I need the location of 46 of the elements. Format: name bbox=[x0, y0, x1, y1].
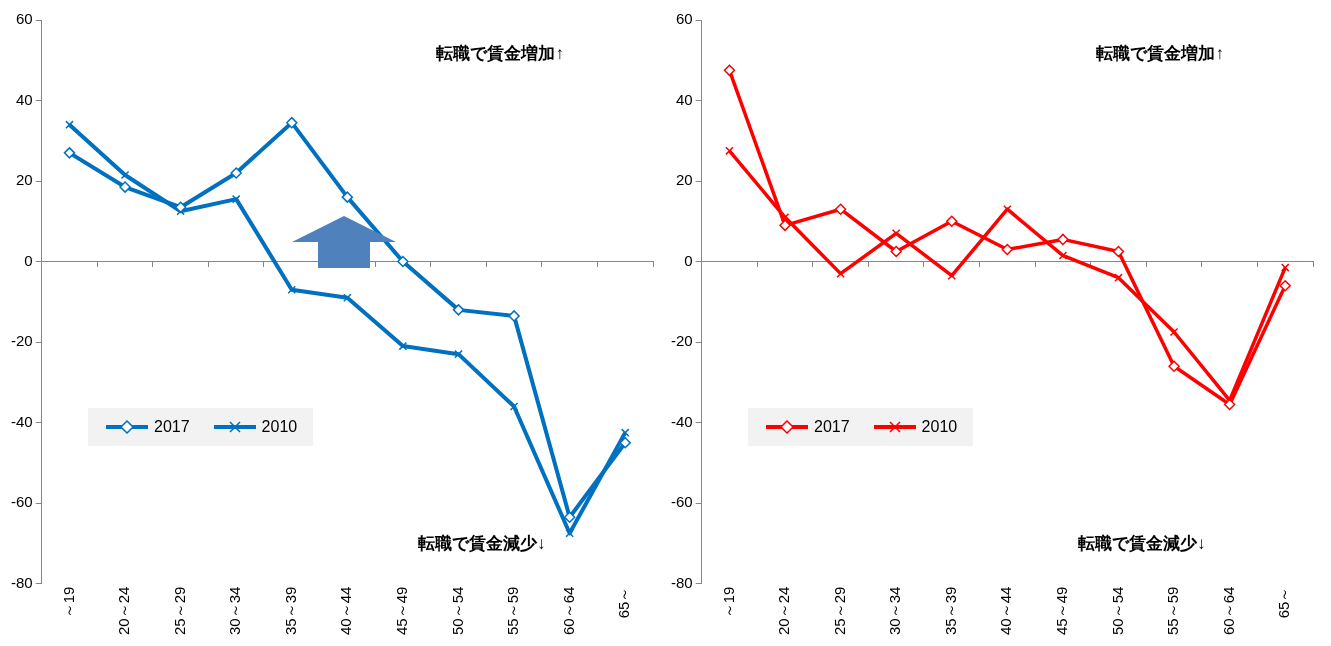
y-tick-label: 60 bbox=[675, 10, 693, 28]
x-tick-label: ～19 bbox=[719, 586, 737, 619]
y-tick-label: 40 bbox=[675, 90, 693, 108]
x-tick-label: ～19 bbox=[59, 586, 77, 619]
annotation: 転職で賃金増加↑ bbox=[435, 42, 564, 63]
x-tick-label: 20～24 bbox=[775, 586, 793, 636]
y-tick-label: 20 bbox=[675, 171, 693, 189]
x-tick-label: 60～64 bbox=[559, 586, 577, 636]
legend-label: 2017 bbox=[814, 418, 850, 436]
y-tick-label: 0 bbox=[684, 251, 693, 269]
x-tick-label: 30～34 bbox=[886, 586, 904, 636]
x-tick-label: 40～44 bbox=[997, 586, 1015, 636]
x-tick-label: 35～39 bbox=[281, 586, 299, 636]
legend-label: 2010 bbox=[261, 418, 298, 436]
x-tick-label: 45～49 bbox=[1053, 586, 1071, 636]
y-tick-label: -40 bbox=[670, 412, 693, 430]
y-tick-label: 20 bbox=[15, 171, 33, 189]
y-tick-label: -20 bbox=[670, 332, 693, 350]
x-tick-label: 60～64 bbox=[1219, 586, 1237, 636]
annotation: 転職で賃金増加↑ bbox=[1095, 42, 1224, 63]
y-tick-label: 40 bbox=[15, 90, 33, 108]
y-tick-label: -20 bbox=[10, 332, 33, 350]
y-tick-label: 0 bbox=[24, 251, 33, 269]
x-tick-label: 55～59 bbox=[1164, 586, 1182, 636]
x-tick-label: 30～34 bbox=[226, 586, 244, 636]
x-tick-label: 20～24 bbox=[115, 586, 133, 636]
x-tick-label: 65～ bbox=[615, 586, 633, 619]
y-tick-label: -80 bbox=[670, 573, 693, 591]
y-tick-label: -80 bbox=[10, 573, 33, 591]
y-tick-label: -60 bbox=[670, 493, 693, 511]
x-tick-label: 55～59 bbox=[504, 586, 522, 636]
x-tick-label: 40～44 bbox=[337, 586, 355, 636]
x-tick-label: 45～49 bbox=[393, 586, 411, 636]
annotation: 転職で賃金減少↓ bbox=[1077, 533, 1206, 553]
y-tick-label: 60 bbox=[15, 10, 33, 28]
x-tick-label: 25～29 bbox=[830, 586, 848, 636]
x-tick-label: 65～ bbox=[1275, 586, 1293, 619]
legend-label: 2010 bbox=[921, 418, 958, 436]
annotation: 転職で賃金減少↓ bbox=[417, 533, 546, 553]
x-tick-label: 50～54 bbox=[1108, 586, 1126, 636]
y-tick-label: -60 bbox=[10, 493, 33, 511]
x-tick-label: 35～39 bbox=[941, 586, 959, 636]
x-tick-label: 50～54 bbox=[448, 586, 466, 636]
legend-label: 2017 bbox=[154, 418, 190, 436]
y-tick-label: -40 bbox=[10, 412, 33, 430]
x-tick-label: 25～29 bbox=[170, 586, 188, 636]
